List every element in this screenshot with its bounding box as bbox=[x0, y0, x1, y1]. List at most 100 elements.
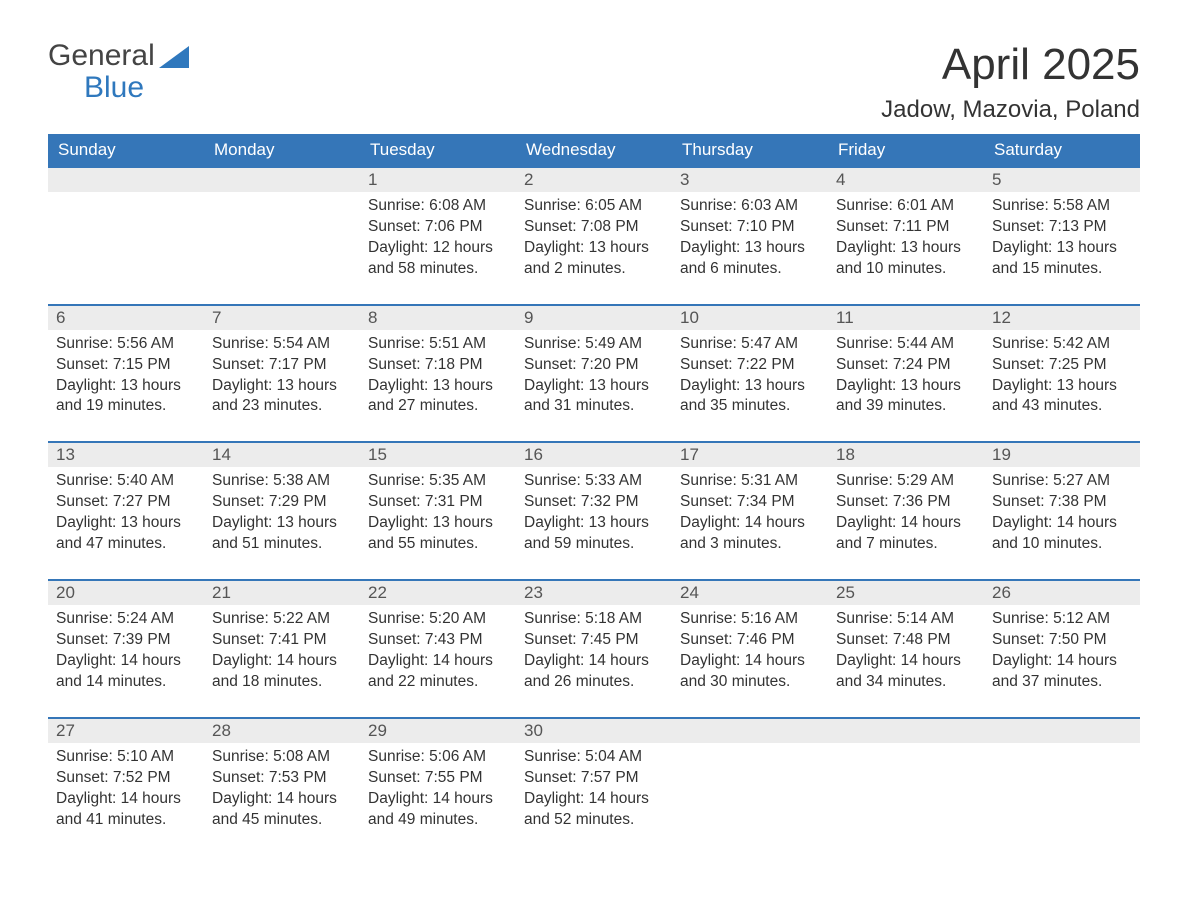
day-sunset: Sunset: 7:13 PM bbox=[992, 217, 1132, 238]
day-sunrise: Sunrise: 5:16 AM bbox=[680, 609, 820, 630]
day-day2: and 18 minutes. bbox=[212, 672, 352, 693]
day-number-cell: 21 bbox=[204, 580, 360, 605]
day-day1: Daylight: 14 hours bbox=[368, 789, 508, 810]
brand-logo: General Blue bbox=[48, 40, 189, 103]
day-content-cell: Sunrise: 5:31 AMSunset: 7:34 PMDaylight:… bbox=[672, 467, 828, 580]
day-day2: and 23 minutes. bbox=[212, 396, 352, 417]
day-day2: and 45 minutes. bbox=[212, 810, 352, 831]
day-content-cell: Sunrise: 6:01 AMSunset: 7:11 PMDaylight:… bbox=[828, 192, 984, 305]
day-sunrise: Sunrise: 5:38 AM bbox=[212, 471, 352, 492]
day-content-cell: Sunrise: 5:58 AMSunset: 7:13 PMDaylight:… bbox=[984, 192, 1140, 305]
day-number-cell: 18 bbox=[828, 442, 984, 467]
day-number-cell: 16 bbox=[516, 442, 672, 467]
day-content-cell: Sunrise: 5:35 AMSunset: 7:31 PMDaylight:… bbox=[360, 467, 516, 580]
day-number-cell: 25 bbox=[828, 580, 984, 605]
day-day1: Daylight: 13 hours bbox=[836, 238, 976, 259]
day-sunrise: Sunrise: 5:44 AM bbox=[836, 334, 976, 355]
day-day2: and 2 minutes. bbox=[524, 259, 664, 280]
weekday-header: Thursday bbox=[672, 134, 828, 167]
day-content-cell bbox=[204, 192, 360, 305]
day-day1: Daylight: 14 hours bbox=[56, 789, 196, 810]
day-content-cell: Sunrise: 5:38 AMSunset: 7:29 PMDaylight:… bbox=[204, 467, 360, 580]
day-day1: Daylight: 14 hours bbox=[836, 513, 976, 534]
day-number-cell: 30 bbox=[516, 718, 672, 743]
header-bar: General Blue April 2025 Jadow, Mazovia, … bbox=[48, 40, 1140, 124]
day-sunset: Sunset: 7:36 PM bbox=[836, 492, 976, 513]
day-day1: Daylight: 13 hours bbox=[680, 376, 820, 397]
day-content-cell: Sunrise: 5:12 AMSunset: 7:50 PMDaylight:… bbox=[984, 605, 1140, 718]
day-sunrise: Sunrise: 5:20 AM bbox=[368, 609, 508, 630]
day-sunrise: Sunrise: 5:18 AM bbox=[524, 609, 664, 630]
day-sunset: Sunset: 7:43 PM bbox=[368, 630, 508, 651]
day-sunrise: Sunrise: 5:56 AM bbox=[56, 334, 196, 355]
day-sunrise: Sunrise: 5:51 AM bbox=[368, 334, 508, 355]
day-sunset: Sunset: 7:52 PM bbox=[56, 768, 196, 789]
day-day2: and 27 minutes. bbox=[368, 396, 508, 417]
day-number-cell: 23 bbox=[516, 580, 672, 605]
day-sunset: Sunset: 7:57 PM bbox=[524, 768, 664, 789]
day-day2: and 10 minutes. bbox=[836, 259, 976, 280]
day-content-cell: Sunrise: 5:49 AMSunset: 7:20 PMDaylight:… bbox=[516, 330, 672, 443]
day-number-cell: 2 bbox=[516, 167, 672, 192]
day-number-cell: 28 bbox=[204, 718, 360, 743]
day-sunset: Sunset: 7:45 PM bbox=[524, 630, 664, 651]
day-sunset: Sunset: 7:06 PM bbox=[368, 217, 508, 238]
day-number-cell bbox=[204, 167, 360, 192]
day-content-cell: Sunrise: 5:24 AMSunset: 7:39 PMDaylight:… bbox=[48, 605, 204, 718]
weekday-header: Friday bbox=[828, 134, 984, 167]
day-day2: and 10 minutes. bbox=[992, 534, 1132, 555]
day-number-cell: 22 bbox=[360, 580, 516, 605]
day-sunrise: Sunrise: 5:04 AM bbox=[524, 747, 664, 768]
day-content-cell: Sunrise: 6:05 AMSunset: 7:08 PMDaylight:… bbox=[516, 192, 672, 305]
day-number-cell: 20 bbox=[48, 580, 204, 605]
day-day2: and 26 minutes. bbox=[524, 672, 664, 693]
day-sunrise: Sunrise: 5:47 AM bbox=[680, 334, 820, 355]
day-sunset: Sunset: 7:55 PM bbox=[368, 768, 508, 789]
brand-word-blue: Blue bbox=[84, 72, 155, 104]
day-day2: and 52 minutes. bbox=[524, 810, 664, 831]
day-day2: and 55 minutes. bbox=[368, 534, 508, 555]
day-content-cell bbox=[984, 743, 1140, 855]
day-sunrise: Sunrise: 6:05 AM bbox=[524, 196, 664, 217]
day-content-cell: Sunrise: 5:18 AMSunset: 7:45 PMDaylight:… bbox=[516, 605, 672, 718]
day-day2: and 59 minutes. bbox=[524, 534, 664, 555]
day-content-cell: Sunrise: 5:47 AMSunset: 7:22 PMDaylight:… bbox=[672, 330, 828, 443]
day-number-row: 20212223242526 bbox=[48, 580, 1140, 605]
day-day2: and 47 minutes. bbox=[56, 534, 196, 555]
day-number-cell: 3 bbox=[672, 167, 828, 192]
day-day1: Daylight: 14 hours bbox=[836, 651, 976, 672]
day-content-cell: Sunrise: 5:42 AMSunset: 7:25 PMDaylight:… bbox=[984, 330, 1140, 443]
day-day1: Daylight: 13 hours bbox=[680, 238, 820, 259]
day-day2: and 30 minutes. bbox=[680, 672, 820, 693]
day-number-cell bbox=[828, 718, 984, 743]
day-number-cell: 1 bbox=[360, 167, 516, 192]
day-sunrise: Sunrise: 5:14 AM bbox=[836, 609, 976, 630]
day-number-cell: 13 bbox=[48, 442, 204, 467]
day-content-cell: Sunrise: 5:10 AMSunset: 7:52 PMDaylight:… bbox=[48, 743, 204, 855]
day-day1: Daylight: 14 hours bbox=[56, 651, 196, 672]
day-day2: and 39 minutes. bbox=[836, 396, 976, 417]
day-day1: Daylight: 14 hours bbox=[524, 651, 664, 672]
weekday-header: Tuesday bbox=[360, 134, 516, 167]
day-content-cell: Sunrise: 6:08 AMSunset: 7:06 PMDaylight:… bbox=[360, 192, 516, 305]
day-day1: Daylight: 13 hours bbox=[56, 376, 196, 397]
day-number-row: 12345 bbox=[48, 167, 1140, 192]
day-content-cell: Sunrise: 5:54 AMSunset: 7:17 PMDaylight:… bbox=[204, 330, 360, 443]
day-sunrise: Sunrise: 5:24 AM bbox=[56, 609, 196, 630]
day-day2: and 51 minutes. bbox=[212, 534, 352, 555]
day-day2: and 35 minutes. bbox=[680, 396, 820, 417]
day-number-row: 27282930 bbox=[48, 718, 1140, 743]
day-sunset: Sunset: 7:50 PM bbox=[992, 630, 1132, 651]
day-day2: and 3 minutes. bbox=[680, 534, 820, 555]
day-sunset: Sunset: 7:11 PM bbox=[836, 217, 976, 238]
day-number-cell: 17 bbox=[672, 442, 828, 467]
day-number-cell bbox=[984, 718, 1140, 743]
day-sunrise: Sunrise: 5:40 AM bbox=[56, 471, 196, 492]
day-content-row: Sunrise: 5:40 AMSunset: 7:27 PMDaylight:… bbox=[48, 467, 1140, 580]
day-content-cell bbox=[672, 743, 828, 855]
day-sunrise: Sunrise: 5:35 AM bbox=[368, 471, 508, 492]
day-sunrise: Sunrise: 5:54 AM bbox=[212, 334, 352, 355]
day-content-cell: Sunrise: 5:22 AMSunset: 7:41 PMDaylight:… bbox=[204, 605, 360, 718]
day-number-cell: 14 bbox=[204, 442, 360, 467]
day-number-cell: 6 bbox=[48, 305, 204, 330]
